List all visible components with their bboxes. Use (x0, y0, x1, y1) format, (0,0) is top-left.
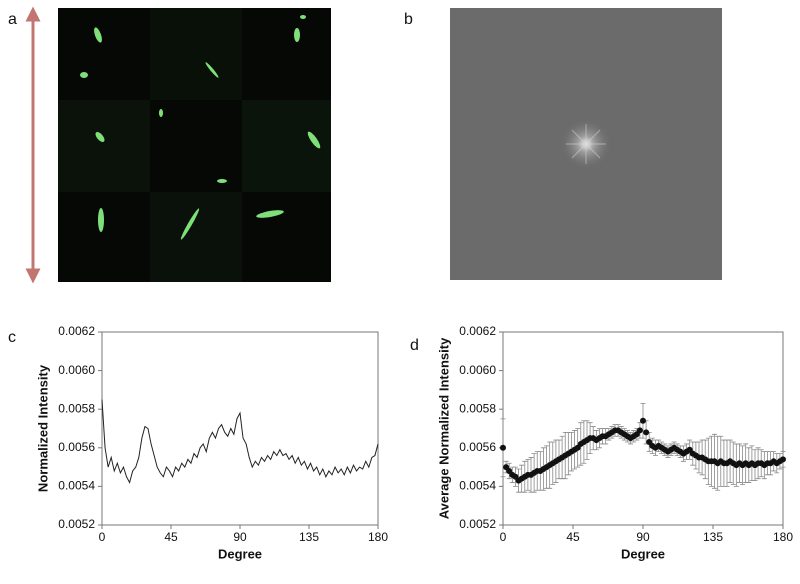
x-tick-label: 180 (773, 530, 793, 544)
x-tick-label: 45 (164, 530, 178, 544)
panel-label: d (410, 337, 419, 354)
data-line (101, 399, 379, 484)
y-tick-label: 0.0052 (459, 517, 496, 531)
data-point (640, 417, 646, 424)
y-tick-label: 0.0054 (58, 479, 95, 493)
y-tick-label: 0.0052 (58, 517, 95, 531)
y-tick-label: 0.0062 (58, 324, 95, 338)
y-tick-label: 0.0060 (58, 363, 95, 377)
y-tick-label: 0.0058 (58, 401, 95, 415)
x-tick-label: 135 (703, 530, 723, 544)
x-tick-label: 135 (299, 530, 319, 544)
x-axis-label: Degree (621, 546, 665, 561)
x-tick-label: 90 (636, 530, 650, 544)
panel-label: a (8, 11, 17, 28)
x-tick-label: 45 (566, 530, 580, 544)
data-point (500, 444, 506, 451)
x-tick-label: 0 (500, 530, 507, 544)
y-tick-label: 0.0062 (459, 324, 496, 338)
y-tick-label: 0.0056 (58, 440, 95, 454)
data-point (643, 429, 650, 436)
panel-label: b (404, 11, 413, 28)
panel-label: c (8, 329, 16, 346)
y-tick-label: 0.0054 (459, 479, 496, 493)
x-tick-label: 0 (99, 530, 106, 544)
x-tick-label: 90 (233, 530, 247, 544)
data-point (780, 456, 786, 463)
data-point (636, 427, 643, 434)
fft-image (450, 8, 722, 280)
micrograph (58, 8, 331, 282)
x-tick-label: 180 (368, 530, 388, 544)
y-tick-label: 0.0056 (459, 440, 496, 454)
y-axis-label: Average Normalized Intensity (436, 337, 451, 519)
y-tick-label: 0.0060 (459, 363, 496, 377)
y-tick-label: 0.0058 (459, 401, 496, 415)
x-axis-label: Degree (218, 546, 262, 561)
plot-frame (101, 331, 379, 526)
y-axis-label: Normalized Intensity (35, 364, 50, 492)
